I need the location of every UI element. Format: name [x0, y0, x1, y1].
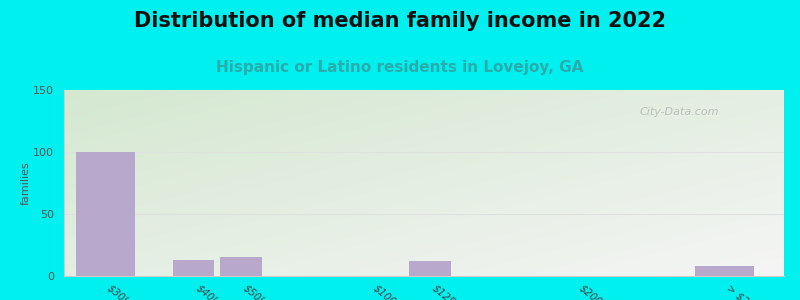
Bar: [173, 260, 214, 276]
Text: Distribution of median family income in 2022: Distribution of median family income in …: [134, 11, 666, 31]
Bar: [695, 266, 754, 276]
Bar: [76, 152, 135, 276]
Text: Hispanic or Latino residents in Lovejoy, GA: Hispanic or Latino residents in Lovejoy,…: [216, 60, 584, 75]
Bar: [220, 257, 262, 276]
Text: City-Data.com: City-Data.com: [640, 107, 719, 117]
Bar: [410, 261, 450, 276]
Y-axis label: families: families: [21, 161, 30, 205]
